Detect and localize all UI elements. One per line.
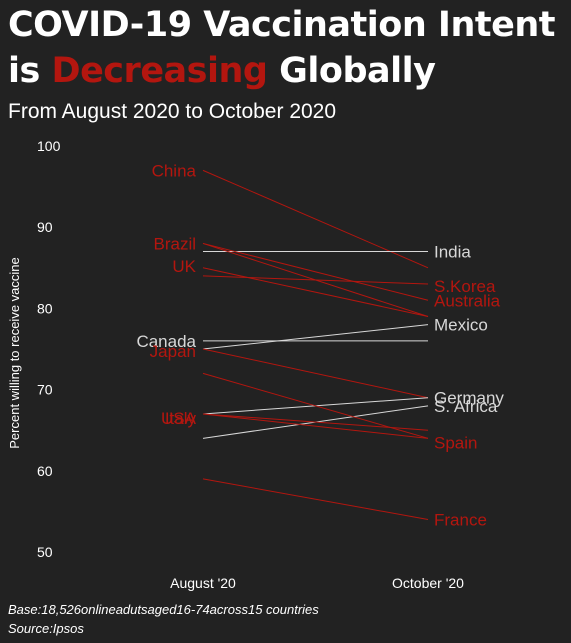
- series-line: [202, 372, 429, 439]
- title-prefix: is: [8, 51, 52, 91]
- y-tick-label: 100: [37, 138, 61, 154]
- series-line: [202, 242, 429, 301]
- title-block: COVID-19 Vaccination Intent is Decreasin…: [8, 2, 568, 94]
- y-tick-label: 60: [37, 463, 53, 479]
- series-label-start: Japan: [150, 342, 196, 361]
- y-tick-label: 80: [37, 300, 53, 316]
- series-line: [202, 324, 429, 350]
- series-label-end: S.Korea: [434, 277, 496, 296]
- x-tick-label: October '20: [392, 575, 464, 591]
- series-label-end: Germany: [434, 389, 504, 408]
- x-tick-label: August '20: [170, 575, 236, 591]
- footer-source: Source:Ipsos: [8, 621, 84, 636]
- series-label-start: Brazil: [153, 234, 196, 253]
- series-label-start: China: [152, 161, 197, 180]
- y-tick-label: 50: [37, 544, 53, 560]
- series-line: [202, 267, 429, 318]
- series-label-end: Australia: [434, 291, 501, 310]
- series-line: [202, 169, 429, 269]
- title-suffix: Globally: [267, 51, 436, 91]
- y-tick-label: 90: [37, 219, 53, 235]
- footer-base: Base:18,526onlineadutsaged16-74across15 …: [8, 602, 319, 617]
- y-tick-label: 70: [37, 382, 53, 398]
- footer: Base:18,526onlineadutsaged16-74across15 …: [8, 600, 319, 638]
- series-label-end: S. Africa: [434, 397, 498, 416]
- series-label-end: France: [434, 511, 487, 530]
- chart-title-line2: is Decreasing Globally: [8, 48, 568, 94]
- series-label-start: Canada: [136, 332, 196, 351]
- series-label-end: Mexico: [434, 316, 488, 335]
- y-axis-title: Percent willing to receive vaccine: [7, 257, 22, 448]
- series-line: [202, 413, 429, 439]
- series-line: [202, 478, 429, 521]
- series-line: [202, 348, 429, 399]
- title-highlight: Decreasing: [51, 51, 268, 91]
- series-line: [202, 413, 429, 431]
- chart-title-line1: COVID-19 Vaccination Intent: [8, 5, 555, 45]
- series-label-start: Italy: [165, 409, 197, 428]
- series-label-start: UK: [172, 257, 196, 276]
- series-line: [202, 275, 429, 285]
- chart-subtitle: From August 2020 to October 2020: [8, 100, 337, 123]
- slope-chart: Percent willing to receive vaccine 50 60 70…: [7, 138, 504, 591]
- series-label-end: Spain: [434, 433, 477, 452]
- series-label-end: India: [434, 243, 471, 262]
- series-label-start: USA: [161, 409, 197, 428]
